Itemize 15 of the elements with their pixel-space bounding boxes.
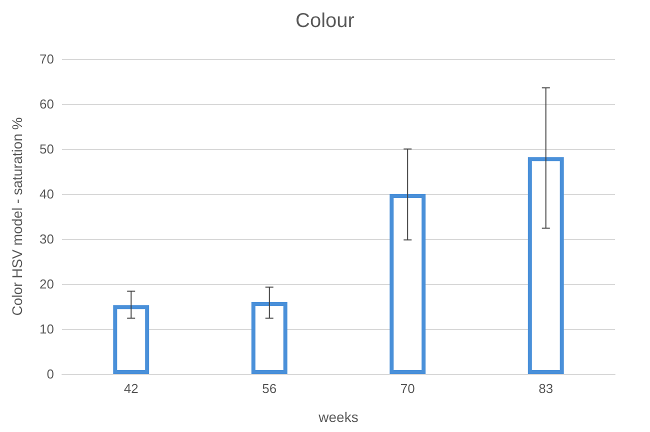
y-tick-label: 70 — [40, 52, 54, 66]
y-tick-label: 20 — [40, 276, 54, 292]
y-tick-label: 0 — [46, 366, 54, 382]
x-axis-title: weeks — [318, 409, 358, 425]
x-tick-label: 56 — [262, 381, 277, 396]
x-tick-label: 70 — [400, 381, 415, 396]
x-tick-label: 83 — [538, 381, 554, 396]
chart-title: Colour — [296, 10, 355, 32]
y-tick-label: 60 — [40, 96, 54, 112]
y-tick-label: 10 — [40, 322, 54, 336]
y-tick-label: 50 — [40, 142, 54, 156]
x-tick-label: 42 — [124, 381, 138, 396]
y-tick-label: 40 — [40, 186, 54, 202]
y-tick-label: 30 — [40, 232, 54, 246]
y-axis-title: Color HSV model - saturation % — [9, 117, 25, 316]
